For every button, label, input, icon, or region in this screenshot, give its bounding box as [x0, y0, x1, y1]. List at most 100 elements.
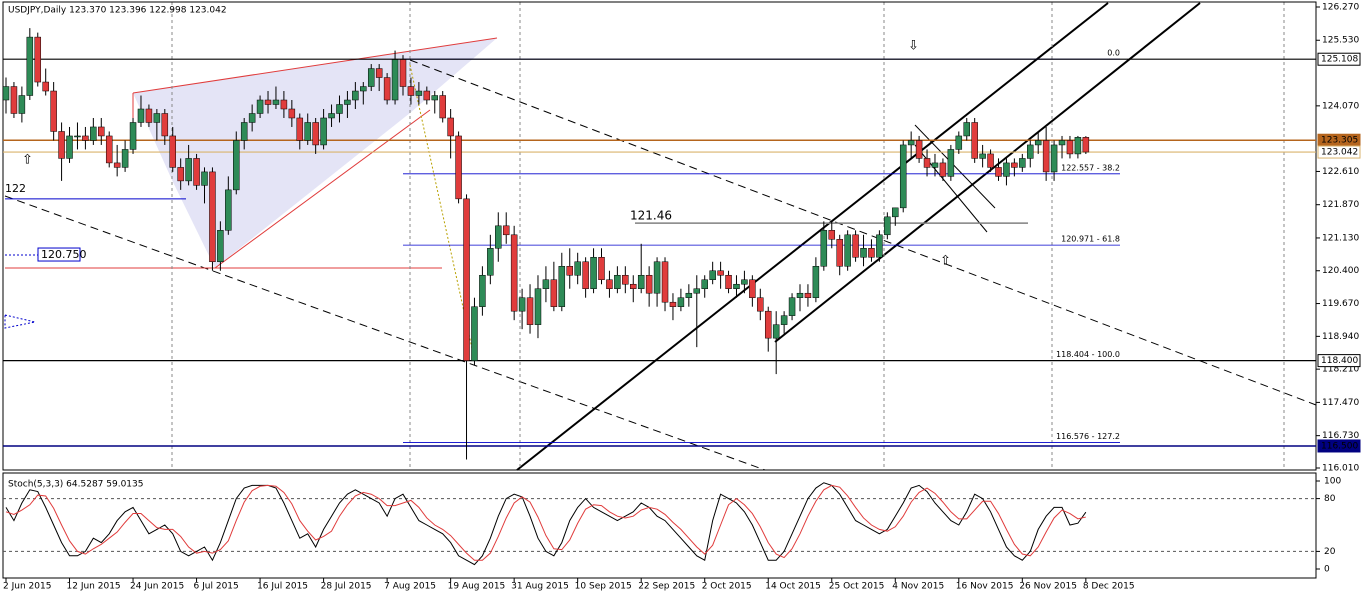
candle-body: [82, 135, 89, 141]
x-tick-label: 22 Sep 2015: [638, 582, 695, 592]
level-label: 116.500: [1321, 441, 1358, 451]
candle-body: [971, 122, 978, 159]
candle-body: [796, 292, 804, 298]
x-tick-label: 2 Jun 2015: [3, 582, 51, 592]
candle-body: [598, 257, 605, 280]
candle-body: [899, 144, 907, 209]
candle-body: [828, 230, 836, 240]
x-tick-label: 10 Sep 2015: [575, 582, 632, 592]
candle-body: [757, 297, 764, 312]
candle-body: [661, 261, 669, 303]
candle-body: [709, 270, 716, 280]
candle-body: [733, 283, 740, 289]
trend-line: [4, 195, 766, 471]
candle-body: [58, 131, 65, 159]
candle-body: [884, 216, 891, 236]
level-label: 125.108: [1321, 55, 1358, 65]
candle-body: [272, 99, 280, 105]
candle-body: [209, 171, 216, 263]
candle-body: [193, 158, 200, 186]
candle-body: [812, 266, 820, 298]
candle-body: [1082, 137, 1090, 153]
candle-body: [328, 113, 335, 119]
candle-body: [391, 59, 399, 101]
candle-body: [566, 266, 573, 276]
arrow-up: ⇧: [940, 254, 951, 269]
annotation: 120.750: [41, 248, 87, 261]
x-tick-label: 12 Jun 2015: [67, 582, 121, 592]
candle-body: [137, 108, 145, 123]
candle-body: [423, 90, 431, 101]
fib-label: 116.576 - 127.2: [1056, 432, 1120, 441]
y-tick-label: 125.530: [1322, 36, 1359, 46]
level-label: 118.400: [1321, 356, 1358, 366]
candle-body: [669, 301, 677, 307]
candle-body: [240, 122, 248, 141]
candle-body: [415, 90, 423, 96]
candle-body: [645, 274, 653, 294]
x-tick-label: 26 Nov 2015: [1019, 582, 1077, 592]
candle-body: [987, 153, 994, 168]
level-box: [1317, 145, 1361, 159]
candle-body: [248, 113, 256, 123]
candle-body: [201, 171, 208, 186]
candle-body: [907, 140, 915, 146]
x-tick-label: 2 Oct 2015: [702, 582, 752, 592]
candle-body: [606, 279, 613, 289]
candle-body: [502, 225, 510, 236]
candle-body: [836, 239, 843, 267]
y-tick-label: 122.610: [1322, 167, 1359, 177]
drawings: ⇧ ⇩ ⇧: [4, 2, 1317, 471]
candle-body: [1003, 162, 1010, 177]
candle-body: [868, 248, 875, 258]
candle-body: [479, 274, 486, 307]
stoch-title: Stoch(5,3,3) 64.5287 59.0135: [8, 480, 143, 490]
candle-body: [630, 283, 637, 289]
candle-body: [860, 248, 867, 258]
candle-body: [320, 117, 327, 146]
candle-body: [550, 279, 558, 307]
y-tick-label: 120.400: [1322, 266, 1359, 276]
annotation: 122: [5, 182, 26, 195]
candle-body: [26, 36, 34, 96]
main-frame: [2, 1, 1317, 471]
candle-body: [233, 140, 240, 191]
candle-body: [113, 162, 121, 168]
candle-body: [558, 266, 566, 307]
x-tick-label: 28 Jul 2015: [321, 582, 372, 592]
y-tick-label: 116.730: [1322, 431, 1359, 441]
candle-body: [1074, 137, 1082, 155]
x-tick-label: 8 Dec 2015: [1083, 582, 1135, 592]
candle-body: [582, 261, 589, 289]
y-tick-label: 117.470: [1322, 398, 1359, 408]
x-tick-label: 16 Jul 2015: [257, 582, 308, 592]
candle-body: [820, 230, 828, 267]
wedge-line: [214, 109, 431, 269]
candle-body: [685, 292, 693, 298]
candle-body: [383, 77, 391, 101]
x-tick-label: 14 Oct 2015: [765, 582, 821, 592]
level-box: [1317, 354, 1361, 368]
candle-body: [693, 288, 701, 294]
candle-body: [947, 149, 955, 177]
fib-label: 120.971 - 61.8: [1061, 235, 1120, 244]
candle-body: [288, 108, 296, 119]
candle-body: [1027, 144, 1034, 159]
candle-body: [590, 257, 597, 289]
candle-body: [225, 189, 232, 231]
candle-body: [18, 95, 26, 114]
candle-body: [876, 234, 883, 258]
candle-body: [312, 122, 319, 146]
x-tick-label: 31 Aug 2015: [511, 582, 569, 592]
y-tick-label: 118.940: [1322, 332, 1359, 342]
candle-body: [510, 234, 518, 312]
candle-body: [1034, 140, 1042, 146]
fib-label: 0.0: [1107, 49, 1120, 58]
candle-body: [749, 279, 756, 298]
candle-body: [336, 104, 343, 114]
candle-body: [177, 167, 184, 182]
candle-body: [526, 297, 534, 325]
candle-body: [471, 306, 478, 361]
y-tick-label: 124.070: [1322, 101, 1359, 111]
